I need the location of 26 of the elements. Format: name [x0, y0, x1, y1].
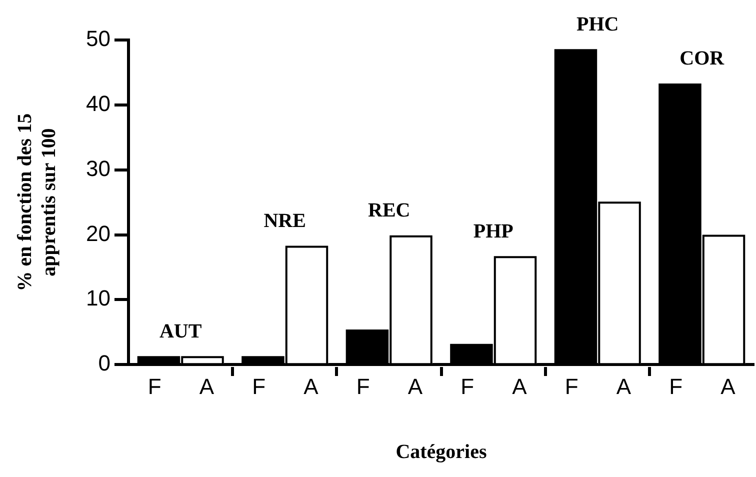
x-tick-label: A	[512, 374, 528, 399]
y-tick-label: 50	[86, 26, 110, 52]
x-tick-label: F	[148, 374, 162, 399]
x-tick-label: F	[564, 374, 578, 399]
annotation: REC	[368, 200, 410, 222]
x-tick-label: A	[304, 374, 319, 399]
x-tick-label: A	[408, 374, 423, 399]
x-tick-label: F	[460, 374, 474, 399]
x-tick-label: F	[252, 374, 266, 399]
annotation: PHP	[473, 220, 514, 242]
y-axis-title: % en fonction des 15 apprentis sur 100	[14, 113, 60, 292]
y-tick-label: 20	[86, 220, 110, 246]
y-tick-label: 10	[86, 286, 110, 311]
x-axis-title: Catégories	[396, 441, 487, 464]
text: PHC	[576, 13, 619, 36]
x-tick-label: A	[616, 374, 632, 399]
y-tick-label: 0	[98, 350, 110, 376]
annotation: COR	[680, 48, 725, 70]
x-tick-label: A	[199, 374, 214, 399]
annotation: AUT	[159, 320, 202, 342]
x-tick-label: A	[720, 374, 736, 399]
x-tick-label: F	[356, 374, 370, 399]
y-tick-label: 30	[86, 156, 110, 181]
y-tick-label: 40	[86, 90, 110, 116]
x-tick-label: F	[669, 374, 683, 399]
annotation: NRE	[264, 210, 306, 232]
